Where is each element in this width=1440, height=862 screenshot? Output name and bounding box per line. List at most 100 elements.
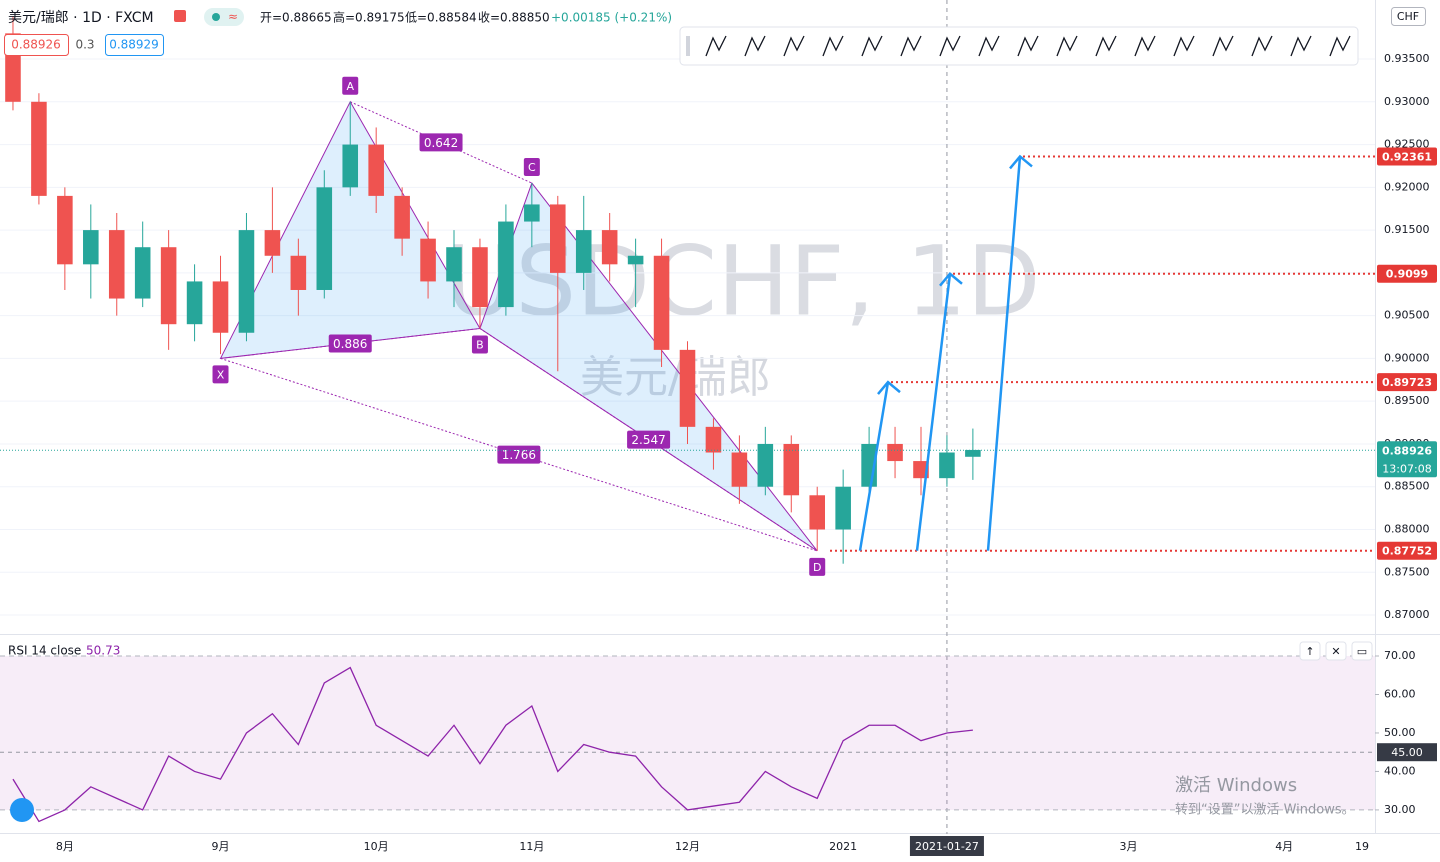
toolbar-icon[interactable] [1056, 35, 1078, 57]
y-tick-label: 0.92000 [1384, 180, 1430, 193]
level-label-box [1377, 264, 1437, 283]
ohlc-high: 高=0.89175 [333, 10, 405, 25]
y-tick-label: 0.87000 [1384, 608, 1430, 621]
pane-button[interactable] [1299, 641, 1321, 661]
candle-body [757, 443, 774, 487]
candle-body [212, 281, 229, 333]
level-label: 0.9099 [1386, 268, 1428, 281]
status-dot [212, 13, 220, 21]
y-tick-label: 0.93500 [1384, 52, 1430, 65]
toolbar-icon[interactable] [1329, 35, 1351, 57]
point-box [342, 76, 359, 95]
activation-title: 激活 Windows [1175, 775, 1297, 796]
toolbar-icon[interactable] [1212, 35, 1234, 57]
toolbar-icon[interactable] [939, 35, 961, 57]
point-box [523, 158, 540, 177]
candle-body [887, 443, 903, 462]
toolbar-icon[interactable] [1290, 35, 1312, 57]
spread: 0.3 [75, 38, 94, 52]
candle-body [368, 144, 384, 196]
rsi-tick-label: 40.00 [1384, 764, 1416, 777]
candle-body [31, 101, 47, 196]
pane-button-icon: ▭ [1357, 645, 1367, 658]
y-tick-label: 0.87500 [1384, 565, 1430, 578]
projection-arrow [915, 271, 963, 551]
point-box [212, 365, 229, 384]
rsi-title: RSI 14 close [8, 644, 81, 658]
toolbar-icon[interactable] [1095, 35, 1117, 57]
y-tick-label: 0.93000 [1384, 95, 1430, 108]
toolbar-icon[interactable] [978, 35, 1000, 57]
rsi-value: 50.73 [86, 644, 120, 658]
ratio-label: 0.886 [333, 337, 367, 351]
activation-text: 转到“设置”以激活 Windows。 [1175, 803, 1355, 818]
ratio-box [627, 430, 671, 449]
rsi-tick-label: 50.00 [1384, 726, 1416, 739]
crosshair-price-box [1377, 743, 1437, 762]
y-tick-label: 0.92500 [1384, 138, 1430, 151]
ohlc-low: 低=0.88584 [405, 11, 477, 25]
y-tick-label: 0.89500 [1384, 394, 1430, 407]
buy-button[interactable] [105, 34, 164, 56]
candle-body [238, 230, 255, 333]
currency-box[interactable] [1391, 7, 1426, 26]
ratio-box [497, 445, 541, 464]
sell-price: 0.88926 [11, 38, 61, 52]
projection-arrow [858, 380, 901, 551]
crosshair-price: 45.00 [1391, 746, 1423, 759]
x-tick-label: 8月 [56, 840, 74, 853]
last-price-box [1377, 441, 1437, 478]
candle-body [342, 144, 359, 188]
pane-button-icon: ✕ [1331, 645, 1340, 658]
level-label: 0.87752 [1382, 545, 1432, 558]
y-tick-label: 0.90000 [1384, 351, 1430, 364]
level-label-box [1377, 147, 1437, 166]
x-tick-label: 2021 [829, 840, 857, 853]
ratio-box [328, 334, 372, 353]
symbol-title[interactable]: 美元/瑞郎 · 1D · FXCM [8, 10, 154, 26]
x-tick-label: 3月 [1120, 840, 1138, 853]
candle-body [524, 204, 540, 222]
toolbar-icon[interactable] [861, 35, 883, 57]
toolbar-icon[interactable] [1173, 35, 1195, 57]
pane-button[interactable] [1325, 641, 1347, 661]
countdown: 13:07:08 [1382, 462, 1431, 475]
toolbar-icon[interactable] [1251, 35, 1273, 57]
toolbar-grip [686, 36, 690, 56]
toolbar-icon[interactable] [705, 35, 727, 57]
market-flag [174, 10, 186, 22]
pane-button[interactable] [1351, 641, 1373, 661]
buy-price: 0.88929 [109, 38, 159, 52]
x-tick-label: 19 [1355, 840, 1369, 853]
crosshair-date-box [909, 836, 984, 856]
toolbar-icon[interactable] [900, 35, 922, 57]
candle-body [601, 230, 618, 265]
rsi-tick-label: 30.00 [1384, 803, 1416, 816]
ratio-label: 1.766 [502, 448, 536, 462]
watermark-name: 美元/瑞郎 [580, 352, 771, 403]
toolbar-icon[interactable] [783, 35, 805, 57]
drawing-toolbar [679, 26, 1359, 66]
candle-body [446, 247, 462, 282]
sell-button[interactable] [4, 34, 69, 56]
status-icon: ≈ [228, 10, 238, 24]
logo[interactable] [10, 798, 34, 822]
rsi-tick-label: 60.00 [1384, 687, 1416, 700]
candle-body [653, 255, 670, 350]
y-tick-label: 0.91500 [1384, 223, 1430, 236]
candle-body [575, 230, 592, 273]
candle-body [290, 255, 307, 290]
point-label: X [217, 368, 225, 381]
pane-button-icon: ↑ [1305, 645, 1314, 658]
toolbar-icon[interactable] [1134, 35, 1156, 57]
candle-body [913, 461, 929, 479]
level-label: 0.89723 [1382, 376, 1432, 389]
toolbar-icon[interactable] [744, 35, 766, 57]
ohlc-close: 收=0.88850 [478, 11, 550, 25]
pattern-ratio-line [220, 327, 481, 359]
toolbar-icon[interactable] [1017, 35, 1039, 57]
level-label-box [1377, 541, 1437, 560]
candle-body [472, 247, 488, 308]
toolbar-icon[interactable] [822, 35, 844, 57]
